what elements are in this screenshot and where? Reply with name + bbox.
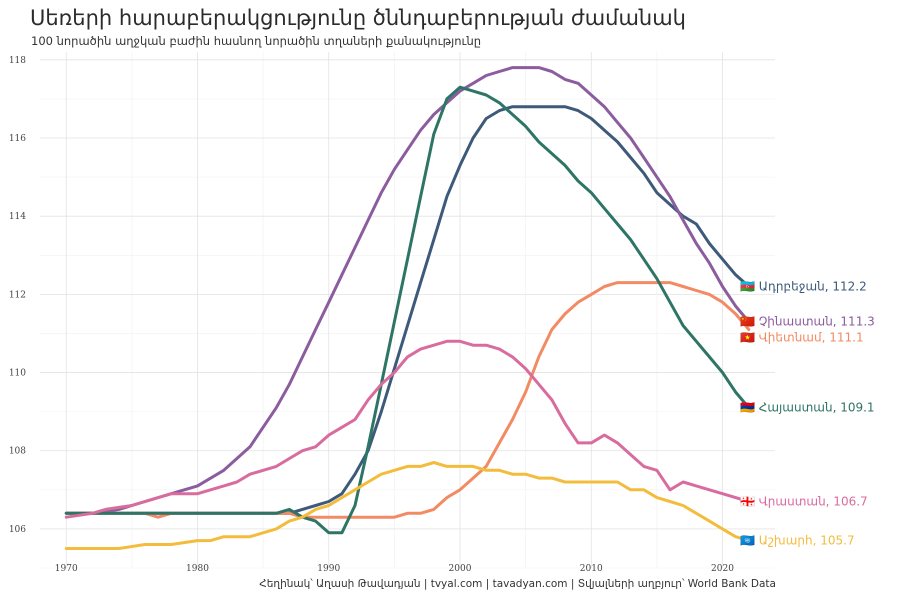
series-line-1	[64, 105, 751, 515]
chart-title: Սեռերի հարաբերակցությունը ծննդաբերության…	[30, 6, 686, 30]
y-tick-label: 116	[9, 134, 26, 144]
series-end-label-3: 🇻🇳 Վիետնամ, 111.1	[740, 331, 864, 345]
y-tick-label: 112	[9, 290, 26, 300]
y-tick-label: 114	[9, 212, 26, 222]
chart-subtitle: 100 նորածին աղջկան բաժին հասնող նորածին …	[31, 34, 482, 48]
chart-caption: Հեղինակ՝ Աղասի Թավադյան | tvyal.com | ta…	[259, 578, 776, 590]
x-tick-label: 1970	[55, 564, 78, 574]
series-line-3	[64, 281, 751, 519]
series-end-label-1: 🇦🇿 Ադրբեջան, 112.2	[740, 280, 867, 294]
x-tick-label: 2010	[580, 564, 603, 574]
x-tick-label: 1990	[317, 564, 340, 574]
x-tick-label: 1980	[186, 564, 209, 574]
series-end-label-4: 🇦🇲 Հայաստան, 109.1	[740, 401, 875, 415]
series-end-label-2: 🇨🇳 Չինաստան, 111.3	[740, 315, 875, 329]
x-tick-label: 2020	[711, 564, 734, 574]
y-tick-label: 106	[9, 525, 26, 535]
grid-lines	[40, 52, 775, 569]
series-end-label-5: 🇬🇪 Վրաստան, 106.7	[740, 495, 868, 509]
series-lines	[64, 66, 751, 550]
series-line-5	[64, 339, 751, 519]
series-end-label-6: 🇺🇳 Աշխարհ, 105.7	[740, 534, 855, 548]
axis-ticks: 106 108 110 112 114 116 118 1970 1980 1990 2000 201…	[9, 56, 734, 574]
series-line-6	[64, 461, 751, 550]
y-tick-label: 110	[9, 369, 26, 379]
end-labels: 🇦🇿 Ադրբեջան, 112.2 🇨🇳 Չինաստան, 111.3 🇻🇳 Վ…	[740, 280, 875, 548]
x-tick-label: 2000	[449, 564, 472, 574]
series-line-2	[64, 66, 751, 515]
series-line-4	[64, 85, 751, 535]
y-tick-label: 108	[9, 447, 26, 457]
y-tick-label: 118	[9, 56, 26, 66]
